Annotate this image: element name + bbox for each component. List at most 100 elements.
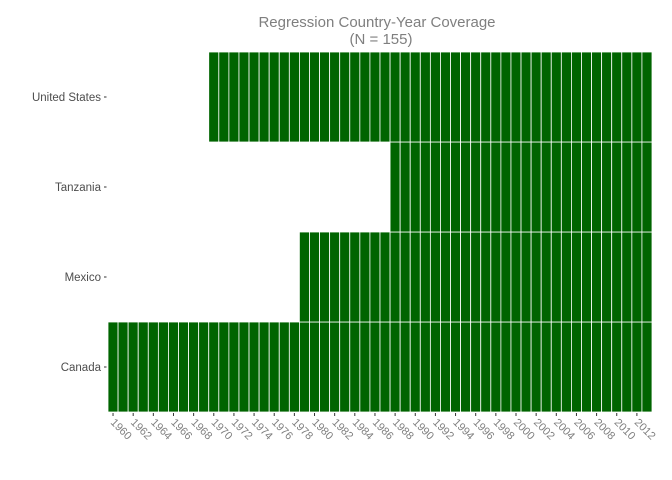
coverage-cell [530, 321, 542, 413]
coverage-cell [591, 51, 603, 143]
coverage-cell [208, 51, 220, 143]
coverage-cell [349, 321, 361, 413]
coverage-cell [460, 141, 472, 233]
coverage-cell [369, 231, 381, 323]
coverage-cell [178, 321, 189, 413]
x-tick-label: 2004 [551, 417, 577, 443]
coverage-cell [349, 51, 361, 143]
x-tick-label: 1972 [229, 417, 255, 443]
coverage-cell [238, 321, 250, 413]
x-tick-label: 2000 [511, 417, 537, 443]
coverage-cell [520, 321, 532, 413]
coverage-cell [429, 231, 441, 323]
coverage-cell [278, 321, 290, 413]
coverage-cell [560, 231, 572, 323]
coverage-cell [389, 231, 401, 323]
coverage-cell [137, 321, 149, 413]
coverage-cell [621, 141, 633, 233]
coverage-cell [500, 141, 512, 233]
x-tick-label: 2010 [612, 417, 638, 443]
coverage-cell [591, 231, 603, 323]
coverage-cell [369, 321, 381, 413]
coverage-cell [450, 141, 461, 233]
coverage-cell [440, 231, 451, 323]
coverage-cell [258, 321, 270, 413]
coverage-cell [409, 321, 421, 413]
coverage-cell [581, 51, 592, 143]
coverage-cell [339, 51, 351, 143]
coverage-cell [560, 321, 572, 413]
coverage-cell [409, 141, 421, 233]
coverage-cell [601, 141, 613, 233]
coverage-cell [299, 231, 310, 323]
coverage-cell [500, 51, 512, 143]
coverage-cell [450, 321, 461, 413]
coverage-cell [188, 321, 200, 413]
coverage-cell [631, 321, 643, 413]
coverage-cell [611, 51, 623, 143]
x-axis: 1960196219641966196819701972197419761978… [108, 413, 658, 442]
x-tick-label: 1978 [289, 417, 315, 443]
x-tick-label: 1974 [249, 417, 275, 443]
heatmap-cells [107, 51, 653, 413]
coverage-cell [571, 231, 582, 323]
coverage-cell [359, 321, 371, 413]
coverage-cell [641, 321, 653, 413]
coverage-cell [631, 231, 643, 323]
coverage-cell [147, 321, 159, 413]
coverage-cell [268, 321, 280, 413]
coverage-cell [510, 231, 522, 323]
coverage-cell [379, 321, 391, 413]
coverage-cell [560, 141, 572, 233]
coverage-cell [500, 231, 512, 323]
coverage-cell [379, 51, 391, 143]
coverage-cell [319, 231, 331, 323]
coverage-cell [339, 321, 351, 413]
coverage-cell [419, 51, 431, 143]
coverage-cell [601, 231, 613, 323]
coverage-cell [621, 231, 633, 323]
coverage-cell [429, 51, 441, 143]
coverage-cell [631, 141, 643, 233]
coverage-cell [621, 51, 633, 143]
coverage-cell [601, 51, 613, 143]
coverage-cell [389, 51, 401, 143]
x-tick-label: 1968 [189, 417, 215, 443]
coverage-cell [611, 321, 623, 413]
x-tick-label: 1960 [108, 417, 134, 443]
chart-title: Regression Country-Year Coverage [258, 14, 495, 31]
coverage-cell [248, 51, 260, 143]
coverage-cell [399, 141, 411, 233]
coverage-cell [550, 231, 562, 323]
x-tick-label: 1990 [410, 417, 436, 443]
coverage-cell [238, 51, 250, 143]
coverage-cell [460, 321, 472, 413]
coverage-cell [520, 141, 532, 233]
coverage-cell [540, 231, 552, 323]
coverage-cell [520, 231, 532, 323]
coverage-cell [278, 51, 290, 143]
x-tick-label: 1988 [390, 417, 416, 443]
coverage-cell [520, 51, 532, 143]
coverage-cell [490, 51, 502, 143]
coverage-cell [530, 51, 542, 143]
coverage-cell [339, 231, 351, 323]
x-tick-label: 1982 [330, 417, 356, 443]
x-tick-label: 1976 [269, 417, 295, 443]
coverage-cell [490, 231, 502, 323]
coverage-cell [510, 51, 522, 143]
coverage-cell [369, 51, 381, 143]
coverage-cell [571, 321, 582, 413]
coverage-cell [389, 141, 401, 233]
coverage-cell [490, 321, 502, 413]
coverage-cell [168, 321, 179, 413]
x-tick-label: 1964 [148, 417, 174, 443]
coverage-cell [460, 231, 472, 323]
coverage-cell [500, 321, 512, 413]
coverage-cell [480, 321, 492, 413]
coverage-cell [399, 321, 411, 413]
coverage-cell [480, 141, 492, 233]
y-tick-label: United States [32, 92, 101, 104]
coverage-cell [540, 321, 552, 413]
